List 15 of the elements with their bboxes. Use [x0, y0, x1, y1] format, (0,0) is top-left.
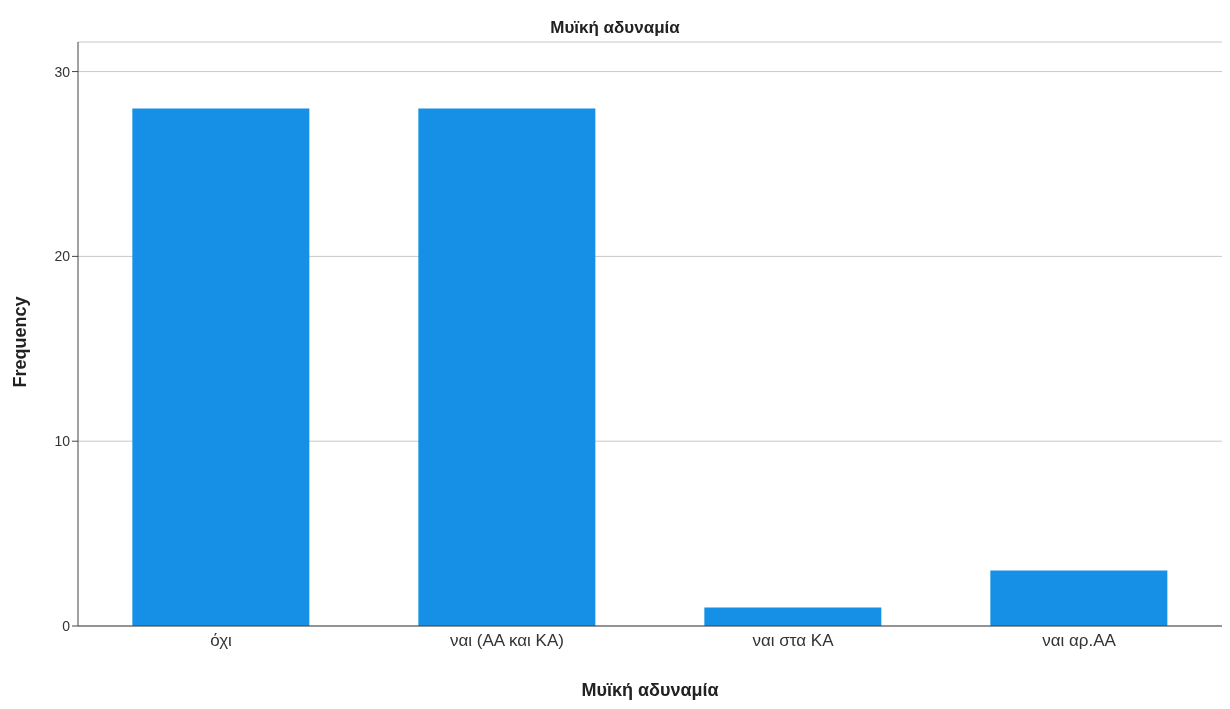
y-axis-title: Frequency	[9, 296, 31, 388]
y-tick-label: 10	[54, 433, 71, 450]
x-tick-label: ναι (ΑΑ και ΚΑ)	[450, 631, 564, 651]
bar	[132, 108, 310, 626]
x-axis-title: Μυϊκή αδυναμία	[580, 680, 720, 701]
bar	[418, 108, 596, 626]
bar	[990, 570, 1168, 626]
y-tick-label: 0	[62, 617, 71, 634]
x-tick-label: ναι στα ΚΑ	[752, 631, 835, 651]
y-tick-label: 20	[54, 248, 71, 265]
x-tick-label: όχι	[210, 631, 233, 651]
chart-title: Μυϊκή αδυναμία	[549, 18, 681, 38]
y-tick-label: 30	[54, 63, 71, 80]
x-tick-label: ναι αρ.ΑΑ	[1042, 631, 1117, 651]
bar	[704, 607, 882, 626]
